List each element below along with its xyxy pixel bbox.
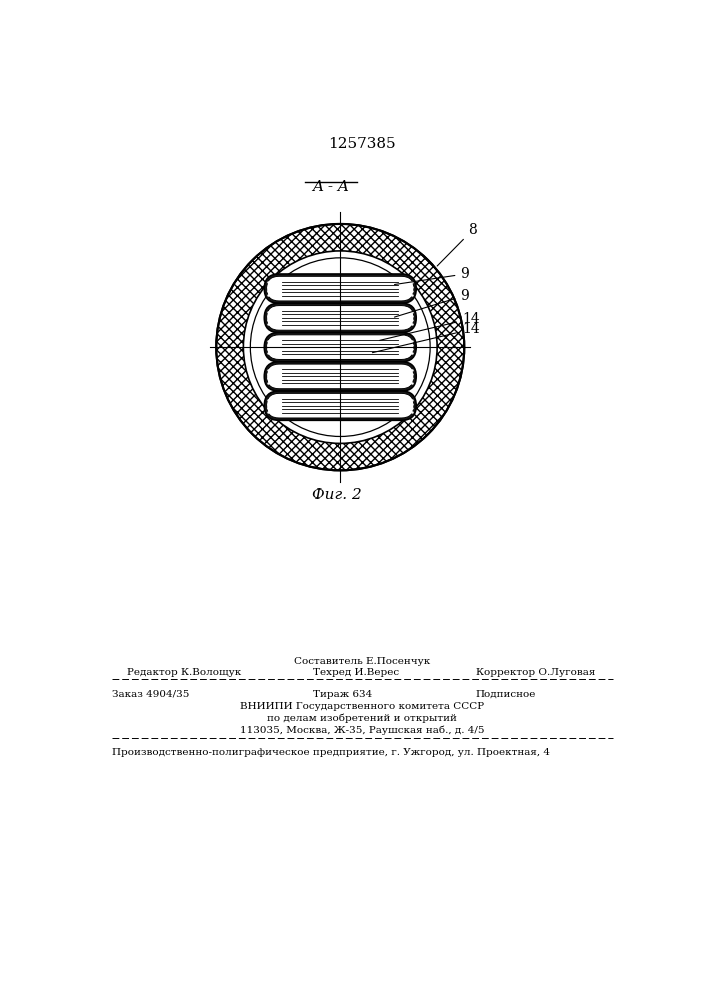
FancyBboxPatch shape bbox=[264, 362, 416, 391]
Circle shape bbox=[243, 251, 437, 443]
FancyBboxPatch shape bbox=[267, 335, 414, 359]
Text: A - A: A - A bbox=[312, 180, 349, 194]
Text: Тираж 634: Тираж 634 bbox=[313, 690, 373, 699]
Text: Редактор К.Волощук: Редактор К.Волощук bbox=[127, 668, 241, 677]
Circle shape bbox=[250, 258, 430, 436]
FancyBboxPatch shape bbox=[267, 364, 414, 389]
Text: 113035, Москва, Ж-35, Раушская наб., д. 4/5: 113035, Москва, Ж-35, Раушская наб., д. … bbox=[240, 725, 484, 735]
Text: Техред И.Верес: Техред И.Верес bbox=[313, 668, 399, 677]
Text: Составитель Е.Посенчук: Составитель Е.Посенчук bbox=[294, 657, 430, 666]
FancyBboxPatch shape bbox=[264, 333, 416, 362]
FancyBboxPatch shape bbox=[267, 306, 414, 330]
FancyBboxPatch shape bbox=[264, 391, 416, 420]
FancyBboxPatch shape bbox=[267, 393, 414, 418]
Text: ВНИИПИ Государственного комитета СССР: ВНИИПИ Государственного комитета СССР bbox=[240, 702, 484, 711]
FancyBboxPatch shape bbox=[267, 276, 414, 301]
Text: 9: 9 bbox=[395, 267, 469, 285]
FancyBboxPatch shape bbox=[264, 274, 416, 303]
Circle shape bbox=[216, 224, 464, 470]
Text: Подписное: Подписное bbox=[476, 690, 536, 699]
Text: Заказ 4904/35: Заказ 4904/35 bbox=[112, 690, 189, 699]
Text: Производственно-полиграфическое предприятие, г. Ужгород, ул. Проектная, 4: Производственно-полиграфическое предприя… bbox=[112, 748, 549, 757]
Text: 1257385: 1257385 bbox=[328, 137, 396, 151]
Text: Фиг. 2: Фиг. 2 bbox=[312, 488, 361, 502]
Text: 8: 8 bbox=[437, 223, 477, 266]
Text: 14: 14 bbox=[373, 322, 479, 353]
FancyBboxPatch shape bbox=[264, 303, 416, 333]
Text: 14: 14 bbox=[380, 312, 479, 340]
Text: Корректор О.Луговая: Корректор О.Луговая bbox=[476, 668, 595, 677]
Text: 9: 9 bbox=[395, 289, 469, 317]
Text: по делам изобретений и открытий: по делам изобретений и открытий bbox=[267, 714, 457, 723]
